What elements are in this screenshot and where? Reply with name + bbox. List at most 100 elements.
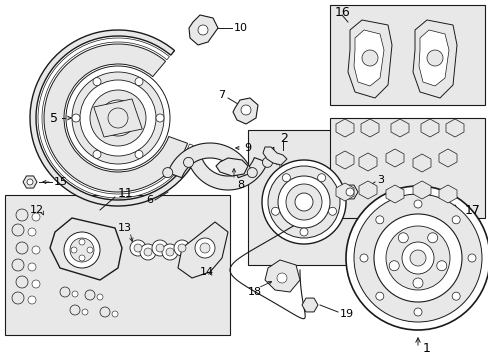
Circle shape — [32, 213, 40, 221]
Polygon shape — [438, 185, 456, 203]
Wedge shape — [38, 38, 193, 198]
Wedge shape — [44, 44, 187, 192]
Circle shape — [241, 105, 250, 115]
Circle shape — [60, 287, 70, 297]
Text: 12: 12 — [30, 205, 44, 215]
Text: 18: 18 — [247, 287, 262, 297]
Circle shape — [152, 240, 168, 256]
Circle shape — [72, 291, 78, 297]
Circle shape — [32, 246, 40, 254]
Circle shape — [353, 194, 481, 322]
Polygon shape — [264, 260, 299, 292]
Text: 6: 6 — [146, 195, 153, 205]
Circle shape — [388, 261, 398, 271]
Circle shape — [156, 114, 163, 122]
Text: 4: 4 — [267, 147, 275, 157]
Text: 13: 13 — [118, 223, 132, 233]
Polygon shape — [385, 185, 403, 203]
Circle shape — [163, 168, 172, 177]
Polygon shape — [412, 181, 430, 199]
Polygon shape — [335, 119, 353, 137]
Circle shape — [373, 214, 461, 302]
Text: 9: 9 — [244, 143, 251, 153]
Circle shape — [385, 226, 449, 290]
Circle shape — [70, 238, 94, 262]
Circle shape — [409, 250, 425, 266]
Polygon shape — [360, 119, 378, 137]
Circle shape — [317, 174, 325, 182]
Circle shape — [72, 114, 80, 122]
Polygon shape — [232, 98, 258, 124]
Circle shape — [413, 308, 421, 316]
Circle shape — [72, 72, 163, 164]
Circle shape — [436, 261, 446, 271]
Polygon shape — [178, 222, 227, 278]
Polygon shape — [188, 158, 267, 190]
Circle shape — [16, 242, 28, 254]
Circle shape — [85, 290, 95, 300]
Circle shape — [130, 240, 146, 256]
Circle shape — [467, 254, 475, 262]
Text: 19: 19 — [339, 309, 353, 319]
Circle shape — [12, 259, 24, 271]
Polygon shape — [412, 154, 430, 172]
Circle shape — [16, 276, 28, 288]
Polygon shape — [438, 149, 456, 167]
Circle shape — [285, 184, 321, 220]
Circle shape — [97, 294, 103, 300]
Circle shape — [282, 174, 290, 182]
Polygon shape — [94, 99, 142, 137]
Circle shape — [28, 263, 36, 271]
Text: 7: 7 — [218, 90, 224, 100]
Circle shape — [247, 168, 257, 177]
Circle shape — [82, 309, 88, 315]
Circle shape — [200, 243, 209, 253]
Circle shape — [276, 273, 286, 283]
Text: 3: 3 — [376, 175, 383, 185]
Wedge shape — [30, 30, 200, 206]
Circle shape — [451, 216, 459, 224]
Circle shape — [66, 66, 170, 170]
Circle shape — [90, 90, 146, 146]
Circle shape — [451, 292, 459, 300]
Circle shape — [178, 244, 185, 252]
Text: 5: 5 — [50, 112, 58, 125]
Bar — [247, 130, 357, 265]
Circle shape — [401, 242, 433, 274]
Circle shape — [140, 244, 156, 260]
Circle shape — [143, 248, 152, 256]
Circle shape — [174, 240, 190, 256]
Circle shape — [426, 50, 442, 66]
Circle shape — [162, 244, 178, 260]
Circle shape — [27, 179, 33, 185]
Circle shape — [135, 78, 142, 86]
Polygon shape — [353, 30, 383, 86]
Circle shape — [183, 157, 193, 167]
Polygon shape — [216, 158, 247, 176]
Circle shape — [198, 25, 207, 35]
Circle shape — [135, 150, 142, 158]
Circle shape — [70, 305, 80, 315]
Polygon shape — [23, 176, 37, 188]
Circle shape — [412, 278, 422, 288]
Polygon shape — [385, 149, 403, 167]
Polygon shape — [412, 20, 456, 98]
Polygon shape — [335, 151, 353, 169]
Bar — [329, 5, 484, 105]
Circle shape — [108, 108, 128, 128]
Bar — [5, 195, 229, 335]
Polygon shape — [302, 298, 317, 312]
Circle shape — [398, 233, 407, 243]
Circle shape — [12, 224, 24, 236]
Circle shape — [100, 100, 136, 136]
Circle shape — [64, 232, 100, 268]
Polygon shape — [167, 143, 252, 178]
Circle shape — [195, 238, 215, 258]
Text: 16: 16 — [334, 5, 350, 18]
Circle shape — [267, 166, 339, 238]
Circle shape — [12, 292, 24, 304]
Polygon shape — [263, 147, 286, 165]
Circle shape — [165, 248, 174, 256]
Polygon shape — [390, 119, 408, 137]
Circle shape — [278, 176, 329, 228]
